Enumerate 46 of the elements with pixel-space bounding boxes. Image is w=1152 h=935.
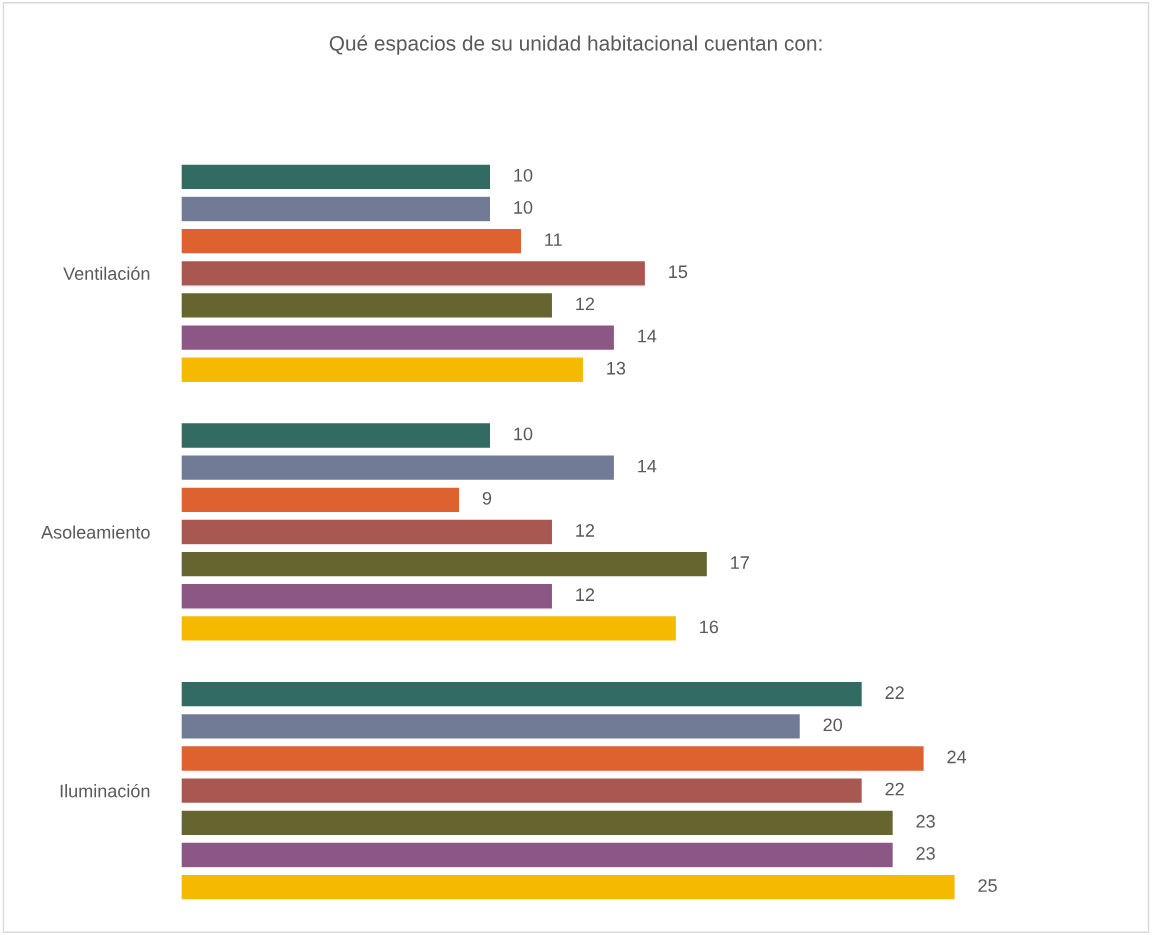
data-label: 22 bbox=[885, 686, 904, 699]
data-label: 25 bbox=[978, 879, 997, 892]
data-label: 12 bbox=[576, 524, 595, 537]
bar bbox=[181, 195, 492, 223]
data-label: 14 bbox=[638, 329, 657, 343]
bar bbox=[181, 421, 492, 450]
data-label: 10 bbox=[514, 168, 533, 182]
y-tick-label: Ventilación bbox=[63, 266, 150, 281]
bar bbox=[181, 614, 678, 642]
bar bbox=[181, 777, 864, 805]
data-label: 11 bbox=[545, 233, 562, 246]
data-label: 23 bbox=[916, 814, 935, 828]
y-tick-label: Iluminación bbox=[60, 783, 150, 798]
data-label: 15 bbox=[669, 265, 688, 279]
y-tick-label: Asoleamiento bbox=[41, 525, 150, 539]
bar bbox=[181, 324, 616, 352]
bar bbox=[181, 744, 926, 773]
data-label: 23 bbox=[916, 847, 935, 860]
data-label: 9 bbox=[482, 491, 492, 505]
bar bbox=[181, 680, 864, 708]
data-label: 10 bbox=[514, 427, 533, 441]
bar bbox=[181, 291, 554, 319]
data-label: 22 bbox=[885, 782, 904, 796]
bar bbox=[181, 873, 956, 901]
bar bbox=[181, 841, 895, 869]
bar bbox=[181, 454, 616, 482]
bar bbox=[181, 486, 461, 514]
bar bbox=[181, 712, 802, 740]
data-label: 24 bbox=[947, 750, 967, 764]
data-label: 10 bbox=[514, 201, 533, 214]
bar bbox=[181, 163, 492, 191]
bar bbox=[181, 550, 709, 578]
bar bbox=[181, 582, 554, 610]
data-label: 12 bbox=[576, 297, 595, 311]
bar bbox=[181, 518, 554, 546]
chart-title: Qué espacios de su unidad habitacional cuentan con: bbox=[329, 35, 822, 55]
data-label: 16 bbox=[700, 620, 719, 634]
bar bbox=[181, 356, 585, 384]
data-label: 13 bbox=[607, 361, 626, 375]
data-label: 20 bbox=[823, 718, 843, 732]
data-label: 14 bbox=[638, 459, 657, 473]
bar bbox=[181, 259, 647, 287]
bar bbox=[181, 809, 895, 837]
bar bbox=[181, 227, 523, 255]
data-label: 12 bbox=[576, 588, 595, 601]
data-label: 17 bbox=[731, 556, 749, 569]
